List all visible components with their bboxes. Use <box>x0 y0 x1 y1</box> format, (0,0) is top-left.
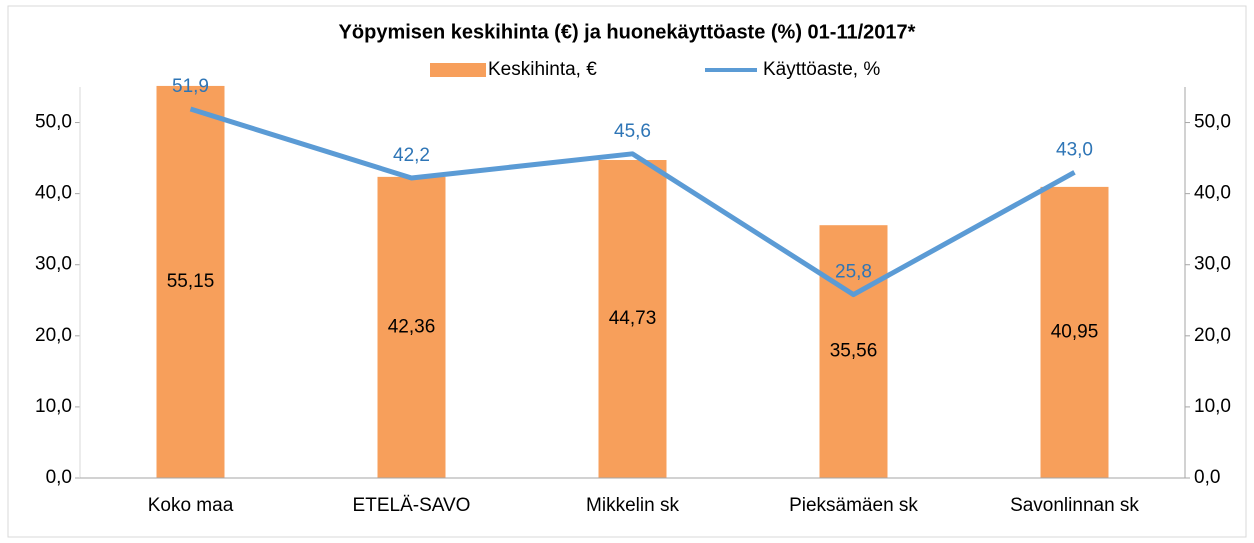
value-label: 40,95 <box>1051 321 1099 342</box>
y-tick-label: 0,0 <box>46 467 72 488</box>
y2-tick-label: 30,0 <box>1194 254 1231 275</box>
y-tick-label: 10,0 <box>35 396 72 417</box>
legend-label: Käyttöaste, % <box>763 59 880 80</box>
bar <box>819 225 888 478</box>
bar <box>598 160 667 478</box>
y-tick-label: 50,0 <box>35 112 72 133</box>
bar <box>156 85 225 478</box>
y2-tick-label: 50,0 <box>1194 112 1231 133</box>
x-tick-label: Pieksämäen sk <box>789 495 918 516</box>
value-label: 51,9 <box>172 76 209 97</box>
x-tick-label: Koko maa <box>148 495 234 516</box>
y2-tick-label: 20,0 <box>1194 325 1231 346</box>
value-label: 44,73 <box>609 308 657 329</box>
bar <box>377 176 446 479</box>
value-label: 35,56 <box>830 341 878 362</box>
value-label: 42,36 <box>388 316 436 337</box>
x-tick-label: Mikkelin sk <box>586 495 679 516</box>
x-tick-label: ETELÄ-SAVO <box>353 495 471 516</box>
y2-tick-label: 10,0 <box>1194 396 1231 417</box>
y-tick-label: 20,0 <box>35 325 72 346</box>
chart-title: Yöpymisen keskihinta (€) ja huonekäyttöa… <box>339 21 916 43</box>
value-label: 55,15 <box>167 271 215 292</box>
x-tick-label: Savonlinnan sk <box>1010 495 1139 516</box>
bar <box>1040 186 1109 478</box>
y2-tick-label: 40,0 <box>1194 183 1231 204</box>
y-tick-label: 40,0 <box>35 183 72 204</box>
value-label: 45,6 <box>614 121 651 142</box>
legend-swatch <box>430 63 486 77</box>
value-label: 43,0 <box>1056 139 1093 160</box>
value-label: 42,2 <box>393 145 430 166</box>
value-label: 25,8 <box>835 262 872 283</box>
y2-tick-label: 0,0 <box>1194 467 1220 488</box>
line <box>189 106 1076 298</box>
y-tick-label: 30,0 <box>35 254 72 275</box>
legend-label: Keskihinta, € <box>488 59 597 80</box>
